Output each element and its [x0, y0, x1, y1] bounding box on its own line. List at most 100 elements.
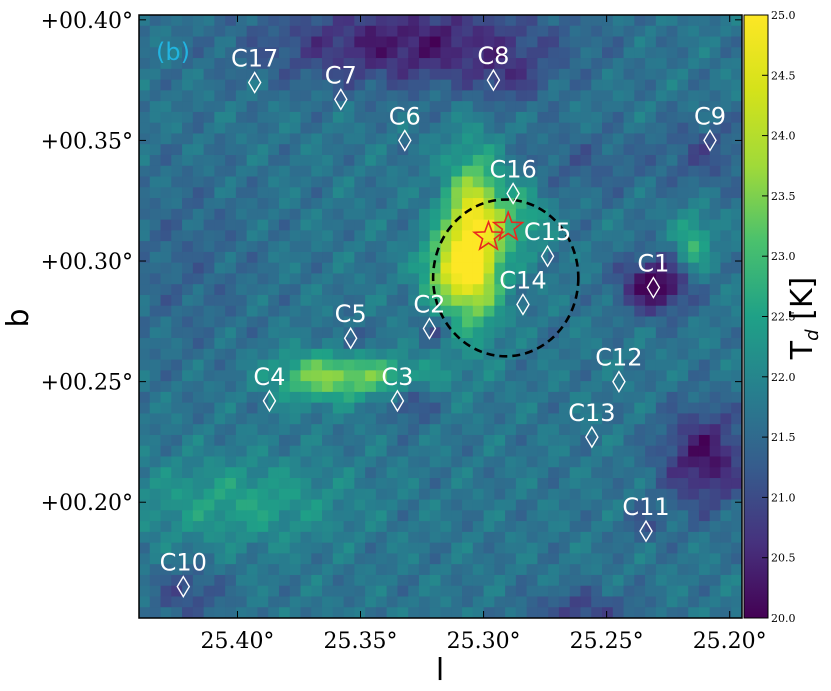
heatmap-cell: [462, 574, 474, 587]
heatmap-cell: [257, 144, 269, 156]
heatmap-cell: [343, 370, 355, 382]
heatmap-cell: [149, 564, 162, 576]
heatmap-cell: [558, 251, 571, 264]
heatmap-cell: [375, 187, 388, 199]
heatmap-cell: [332, 521, 345, 533]
heatmap-cell: [246, 90, 259, 102]
heatmap-cell: [537, 596, 549, 608]
heatmap-cell: [645, 187, 657, 199]
heatmap-cell: [515, 187, 528, 199]
heatmap-cell: [235, 370, 248, 382]
heatmap-cell: [688, 111, 700, 124]
heatmap-cell: [225, 488, 237, 501]
heatmap-cell: [569, 585, 582, 598]
heatmap-cell: [623, 316, 635, 328]
clump-label: C12: [595, 344, 642, 372]
heatmap-cell: [483, 176, 495, 188]
heatmap-cell: [225, 564, 237, 576]
heatmap-cell: [655, 478, 668, 490]
clump-marker: [397, 129, 412, 152]
heatmap-cell: [203, 251, 215, 264]
heatmap-cell: [612, 219, 625, 231]
clump-label: C13: [568, 399, 615, 427]
heatmap-cell: [429, 241, 442, 253]
heatmap-cell: [569, 36, 582, 48]
heatmap-cell: [408, 219, 420, 231]
heatmap-cell: [300, 111, 312, 124]
heatmap-cell: [192, 542, 205, 554]
heatmap-cell: [365, 230, 377, 242]
heatmap-cell: [332, 262, 345, 275]
heatmap-cell: [182, 434, 194, 447]
heatmap-cell: [289, 230, 302, 242]
heatmap-cell: [623, 359, 635, 371]
heatmap-cell: [440, 316, 452, 328]
heatmap-cell: [375, 79, 388, 91]
heatmap-cell: [149, 208, 162, 221]
heatmap-cell: [548, 165, 560, 178]
heatmap-cell: [322, 596, 334, 608]
heatmap-cell: [386, 36, 399, 48]
heatmap-cell: [365, 198, 377, 210]
heatmap-cell: [698, 402, 711, 415]
heatmap-cell: [246, 596, 259, 608]
heatmap-cell: [688, 187, 700, 199]
heatmap-cell: [225, 273, 237, 285]
heatmap-cell: [139, 36, 151, 48]
heatmap-cell: [569, 47, 582, 59]
heatmap-cell: [494, 68, 506, 81]
heatmap-cell: [300, 338, 312, 350]
heatmap-cell: [418, 391, 431, 404]
heatmap-cell: [483, 478, 495, 490]
heatmap-cell: [515, 424, 528, 436]
heatmap-cell: [203, 262, 215, 275]
heatmap-cell: [569, 607, 582, 618]
heatmap-cell: [472, 521, 485, 533]
heatmap-cell: [569, 187, 582, 199]
heatmap-cell: [731, 187, 742, 199]
heatmap-cell: [354, 230, 366, 242]
heatmap-cell: [612, 467, 625, 479]
heatmap-cell: [623, 370, 635, 382]
heatmap-cell: [343, 596, 355, 608]
heatmap-cell: [192, 294, 205, 307]
heatmap-cell: [462, 79, 474, 91]
heatmap-cell: [268, 596, 280, 608]
x-tick-label: 25.35°: [324, 629, 398, 654]
heatmap-cell: [505, 316, 517, 328]
heatmap-cell: [268, 510, 280, 522]
heatmap-cell: [623, 542, 635, 554]
heatmap-cell: [483, 391, 495, 404]
heatmap-cell: [666, 305, 678, 318]
heatmap-cell: [505, 79, 517, 91]
heatmap-cell: [602, 47, 614, 59]
heatmap-cell: [515, 198, 528, 210]
heatmap-cell: [720, 359, 732, 371]
heatmap-cell: [354, 122, 366, 135]
heatmap-cell: [472, 68, 485, 81]
heatmap-cell: [311, 154, 323, 167]
heatmap-cell: [548, 198, 560, 210]
heatmap-cell: [160, 424, 172, 436]
heatmap-cell: [645, 585, 657, 598]
heatmap-cell: [429, 510, 442, 522]
heatmap-cell: [623, 284, 635, 296]
heatmap-cell: [203, 585, 215, 598]
heatmap-cell: [440, 79, 452, 91]
heatmap-cell: [235, 154, 248, 167]
heatmap-cell: [720, 445, 732, 458]
heatmap-cell: [311, 531, 323, 544]
heatmap-cell: [214, 359, 226, 371]
heatmap-cell: [462, 359, 474, 371]
heatmap-cell: [472, 294, 485, 307]
heatmap-cell: [688, 47, 700, 59]
heatmap-cell: [451, 531, 463, 544]
heatmap-cell: [160, 467, 172, 479]
heatmap-cell: [311, 499, 323, 511]
heatmap-cell: [278, 467, 291, 479]
heatmap-cell: [451, 316, 463, 328]
heatmap-cell: [526, 424, 539, 436]
heatmap-cell: [311, 25, 323, 38]
heatmap-cell: [343, 521, 355, 533]
heatmap-cell: [569, 273, 582, 285]
